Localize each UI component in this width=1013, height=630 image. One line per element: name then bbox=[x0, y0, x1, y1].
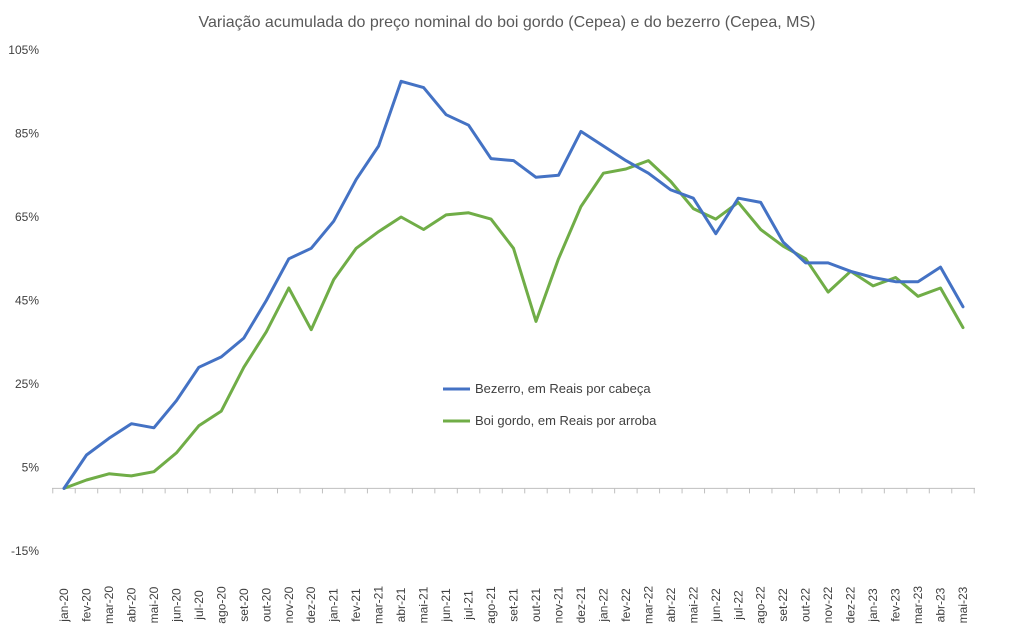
x-tick-label: ago-21 bbox=[484, 586, 498, 624]
x-tick-label: dez-22 bbox=[844, 586, 858, 623]
x-tick-label: mai-21 bbox=[417, 586, 431, 623]
legend: Bezerro, em Reais por cabeça Boi gordo, e… bbox=[443, 381, 657, 428]
x-tick-label: jun-20 bbox=[169, 588, 183, 623]
x-tick-label: mai-20 bbox=[147, 586, 161, 623]
x-tick-label: fev-22 bbox=[619, 588, 633, 622]
y-tick-label: 25% bbox=[15, 377, 39, 391]
x-tick-label: jul-21 bbox=[462, 590, 476, 621]
x-axis: jan-20 fev-20 mar-20 abr-20 mai-20 jun-20 jul-… bbox=[52, 488, 975, 624]
x-tick-label: out-20 bbox=[259, 588, 273, 622]
x-tick-label: abr-20 bbox=[124, 587, 138, 622]
x-tick-label: set-21 bbox=[507, 588, 521, 622]
x-tick-label: jan-23 bbox=[866, 588, 880, 623]
legend-label: Boi gordo, em Reais por arroba bbox=[475, 413, 657, 428]
x-tick-label: set-22 bbox=[776, 588, 790, 622]
x-tick-label: fev-20 bbox=[79, 588, 93, 622]
y-tick-label: 105% bbox=[8, 43, 39, 57]
x-tick-label: jun-21 bbox=[439, 588, 453, 623]
series-line bbox=[62, 159, 965, 490]
series-lines bbox=[62, 79, 965, 490]
x-tick-label: mar-22 bbox=[641, 586, 655, 624]
chart-title: Variação acumulada do preço nominal do b… bbox=[199, 14, 816, 31]
x-tick-label: abr-23 bbox=[934, 587, 948, 622]
x-tick-label: dez-21 bbox=[574, 586, 588, 623]
y-tick-label: 5% bbox=[22, 461, 40, 475]
x-tick-label: jan-20 bbox=[57, 588, 71, 623]
x-tick-label: mai-22 bbox=[686, 586, 700, 623]
x-tick-label: jul-22 bbox=[731, 590, 745, 621]
x-tick-label: fev-21 bbox=[349, 588, 363, 622]
x-tick-label: ago-22 bbox=[754, 586, 768, 624]
x-tick-label: ago-20 bbox=[214, 586, 228, 624]
x-tick-label: out-22 bbox=[799, 588, 813, 622]
x-tick-label: mar-23 bbox=[911, 586, 925, 624]
x-tick-label: abr-22 bbox=[664, 587, 678, 622]
y-tick-label: 85% bbox=[15, 127, 39, 141]
x-tick-label: nov-21 bbox=[551, 586, 565, 623]
x-tick-label: fev-23 bbox=[889, 588, 903, 622]
x-tick-label: jan-21 bbox=[327, 588, 341, 623]
x-tick-label: out-21 bbox=[529, 588, 543, 622]
y-tick-label: 45% bbox=[15, 294, 39, 308]
legend-label: Bezerro, em Reais por cabeça bbox=[475, 381, 651, 396]
x-tick-label: jun-22 bbox=[709, 588, 723, 623]
x-tick-label: dez-20 bbox=[304, 586, 318, 623]
x-tick-label: mai-23 bbox=[956, 586, 970, 623]
x-tick-label: set-20 bbox=[237, 588, 251, 622]
y-tick-label: 65% bbox=[15, 210, 39, 224]
x-tick-label: nov-22 bbox=[821, 586, 835, 623]
x-tick-label: mar-20 bbox=[102, 586, 116, 624]
x-tick-label: jan-22 bbox=[596, 588, 610, 623]
x-tick-label: nov-20 bbox=[282, 586, 296, 623]
series-line bbox=[62, 79, 965, 490]
x-tick-label: jul-20 bbox=[192, 590, 206, 621]
y-axis: -15% 5% 25% 45% 65% 85% 105% bbox=[8, 43, 39, 558]
x-tick-label: mar-21 bbox=[372, 586, 386, 624]
y-tick-label: -15% bbox=[11, 544, 39, 558]
x-tick-label: abr-21 bbox=[394, 587, 408, 622]
